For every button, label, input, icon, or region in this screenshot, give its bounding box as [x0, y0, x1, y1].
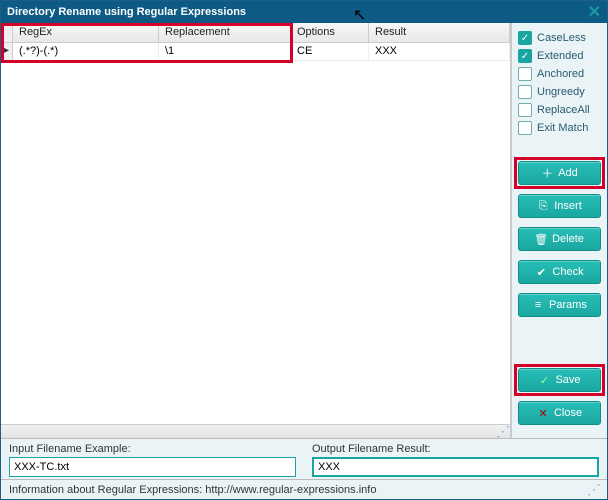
cell-result: XXX: [369, 43, 510, 60]
chk-label: Anchored: [537, 68, 584, 80]
insert-icon: ⎘: [537, 200, 549, 212]
cell-options[interactable]: CE: [291, 43, 369, 60]
main-area: RegEx Replacement Options Result ▸ (.*?)…: [1, 23, 607, 438]
rules-grid: RegEx Replacement Options Result ▸ (.*?)…: [1, 23, 511, 438]
statusbar-text: Information about Regular Expressions: h…: [9, 484, 376, 496]
checkbox-icon: ✓: [518, 31, 532, 45]
chk-label: Extended: [537, 50, 583, 62]
titlebar: Directory Rename using Regular Expressio…: [1, 1, 607, 23]
dialog-window: ↖ Directory Rename using Regular Express…: [0, 0, 608, 500]
save-icon: ✓: [538, 374, 550, 386]
btn-label: Check: [552, 266, 583, 278]
add-icon: ＋: [541, 167, 553, 179]
checkbox-icon: [518, 67, 532, 81]
params-icon: ≡: [532, 299, 544, 311]
check-button[interactable]: ✔ Check: [518, 260, 601, 284]
output-filename-field[interactable]: [312, 457, 599, 477]
chk-caseless[interactable]: ✓ CaseLess: [518, 31, 601, 45]
window-close-button[interactable]: ✕: [588, 2, 601, 22]
chk-anchored[interactable]: Anchored: [518, 67, 601, 81]
chk-extended[interactable]: ✓ Extended: [518, 49, 601, 63]
grid-row[interactable]: ▸ (.*?)-(.*) \1 CE XXX: [1, 43, 510, 61]
input-filename-field[interactable]: [9, 457, 296, 477]
output-filename-label: Output Filename Result:: [312, 443, 599, 455]
chk-label: CaseLess: [537, 32, 586, 44]
col-header-regex[interactable]: RegEx: [13, 23, 159, 42]
checkbox-icon: [518, 103, 532, 117]
grid-body: ▸ (.*?)-(.*) \1 CE XXX: [1, 43, 510, 424]
checkbox-icon: [518, 85, 532, 99]
btn-label: Add: [558, 167, 578, 179]
chk-label: Ungreedy: [537, 86, 585, 98]
highlight-add-wrap: ＋ Add: [518, 161, 601, 185]
output-filename-group: Output Filename Result:: [312, 443, 599, 477]
grid-resize-grip-icon[interactable]: ⋰: [496, 423, 508, 440]
filename-panel: Input Filename Example: Output Filename …: [1, 438, 607, 479]
btn-label: Insert: [554, 200, 582, 212]
checkbox-icon: ✓: [518, 49, 532, 63]
insert-button[interactable]: ⎘ Insert: [518, 194, 601, 218]
add-button[interactable]: ＋ Add: [518, 161, 601, 185]
col-header-result[interactable]: Result: [369, 23, 510, 42]
sidebar: ✓ CaseLess ✓ Extended Anchored Ungreedy …: [511, 23, 607, 438]
highlight-save-wrap: ✓ Save: [518, 368, 601, 392]
grid-footer: ⋰: [1, 424, 510, 438]
delete-button[interactable]: 🗑 Delete: [518, 227, 601, 251]
btn-label: Close: [554, 407, 582, 419]
input-filename-group: Input Filename Example:: [9, 443, 296, 477]
cell-replacement[interactable]: \1: [159, 43, 291, 60]
col-header-replacement[interactable]: Replacement: [159, 23, 291, 42]
input-filename-label: Input Filename Example:: [9, 443, 296, 455]
chk-replaceall[interactable]: ReplaceAll: [518, 103, 601, 117]
check-icon: ✔: [535, 266, 547, 278]
close-button[interactable]: ✕ Close: [518, 401, 601, 425]
save-button[interactable]: ✓ Save: [518, 368, 601, 392]
titlebar-text: Directory Rename using Regular Expressio…: [7, 6, 246, 18]
btn-label: Save: [555, 374, 580, 386]
btn-label: Delete: [552, 233, 584, 245]
delete-icon: 🗑: [535, 233, 547, 245]
chk-label: Exit Match: [537, 122, 588, 134]
checkbox-icon: [518, 121, 532, 135]
statusbar: Information about Regular Expressions: h…: [1, 479, 607, 499]
col-header-options[interactable]: Options: [291, 23, 369, 42]
grid-header-indicator: [1, 23, 13, 42]
btn-label: Params: [549, 299, 587, 311]
params-button[interactable]: ≡ Params: [518, 293, 601, 317]
close-icon: ✕: [537, 407, 549, 419]
row-indicator-icon: ▸: [1, 43, 13, 60]
grid-header: RegEx Replacement Options Result: [1, 23, 510, 43]
cell-regex[interactable]: (.*?)-(.*): [13, 43, 159, 60]
chk-exitmatch[interactable]: Exit Match: [518, 121, 601, 135]
chk-label: ReplaceAll: [537, 104, 590, 116]
chk-ungreedy[interactable]: Ungreedy: [518, 85, 601, 99]
resize-grip-icon[interactable]: ⋰: [587, 481, 599, 498]
